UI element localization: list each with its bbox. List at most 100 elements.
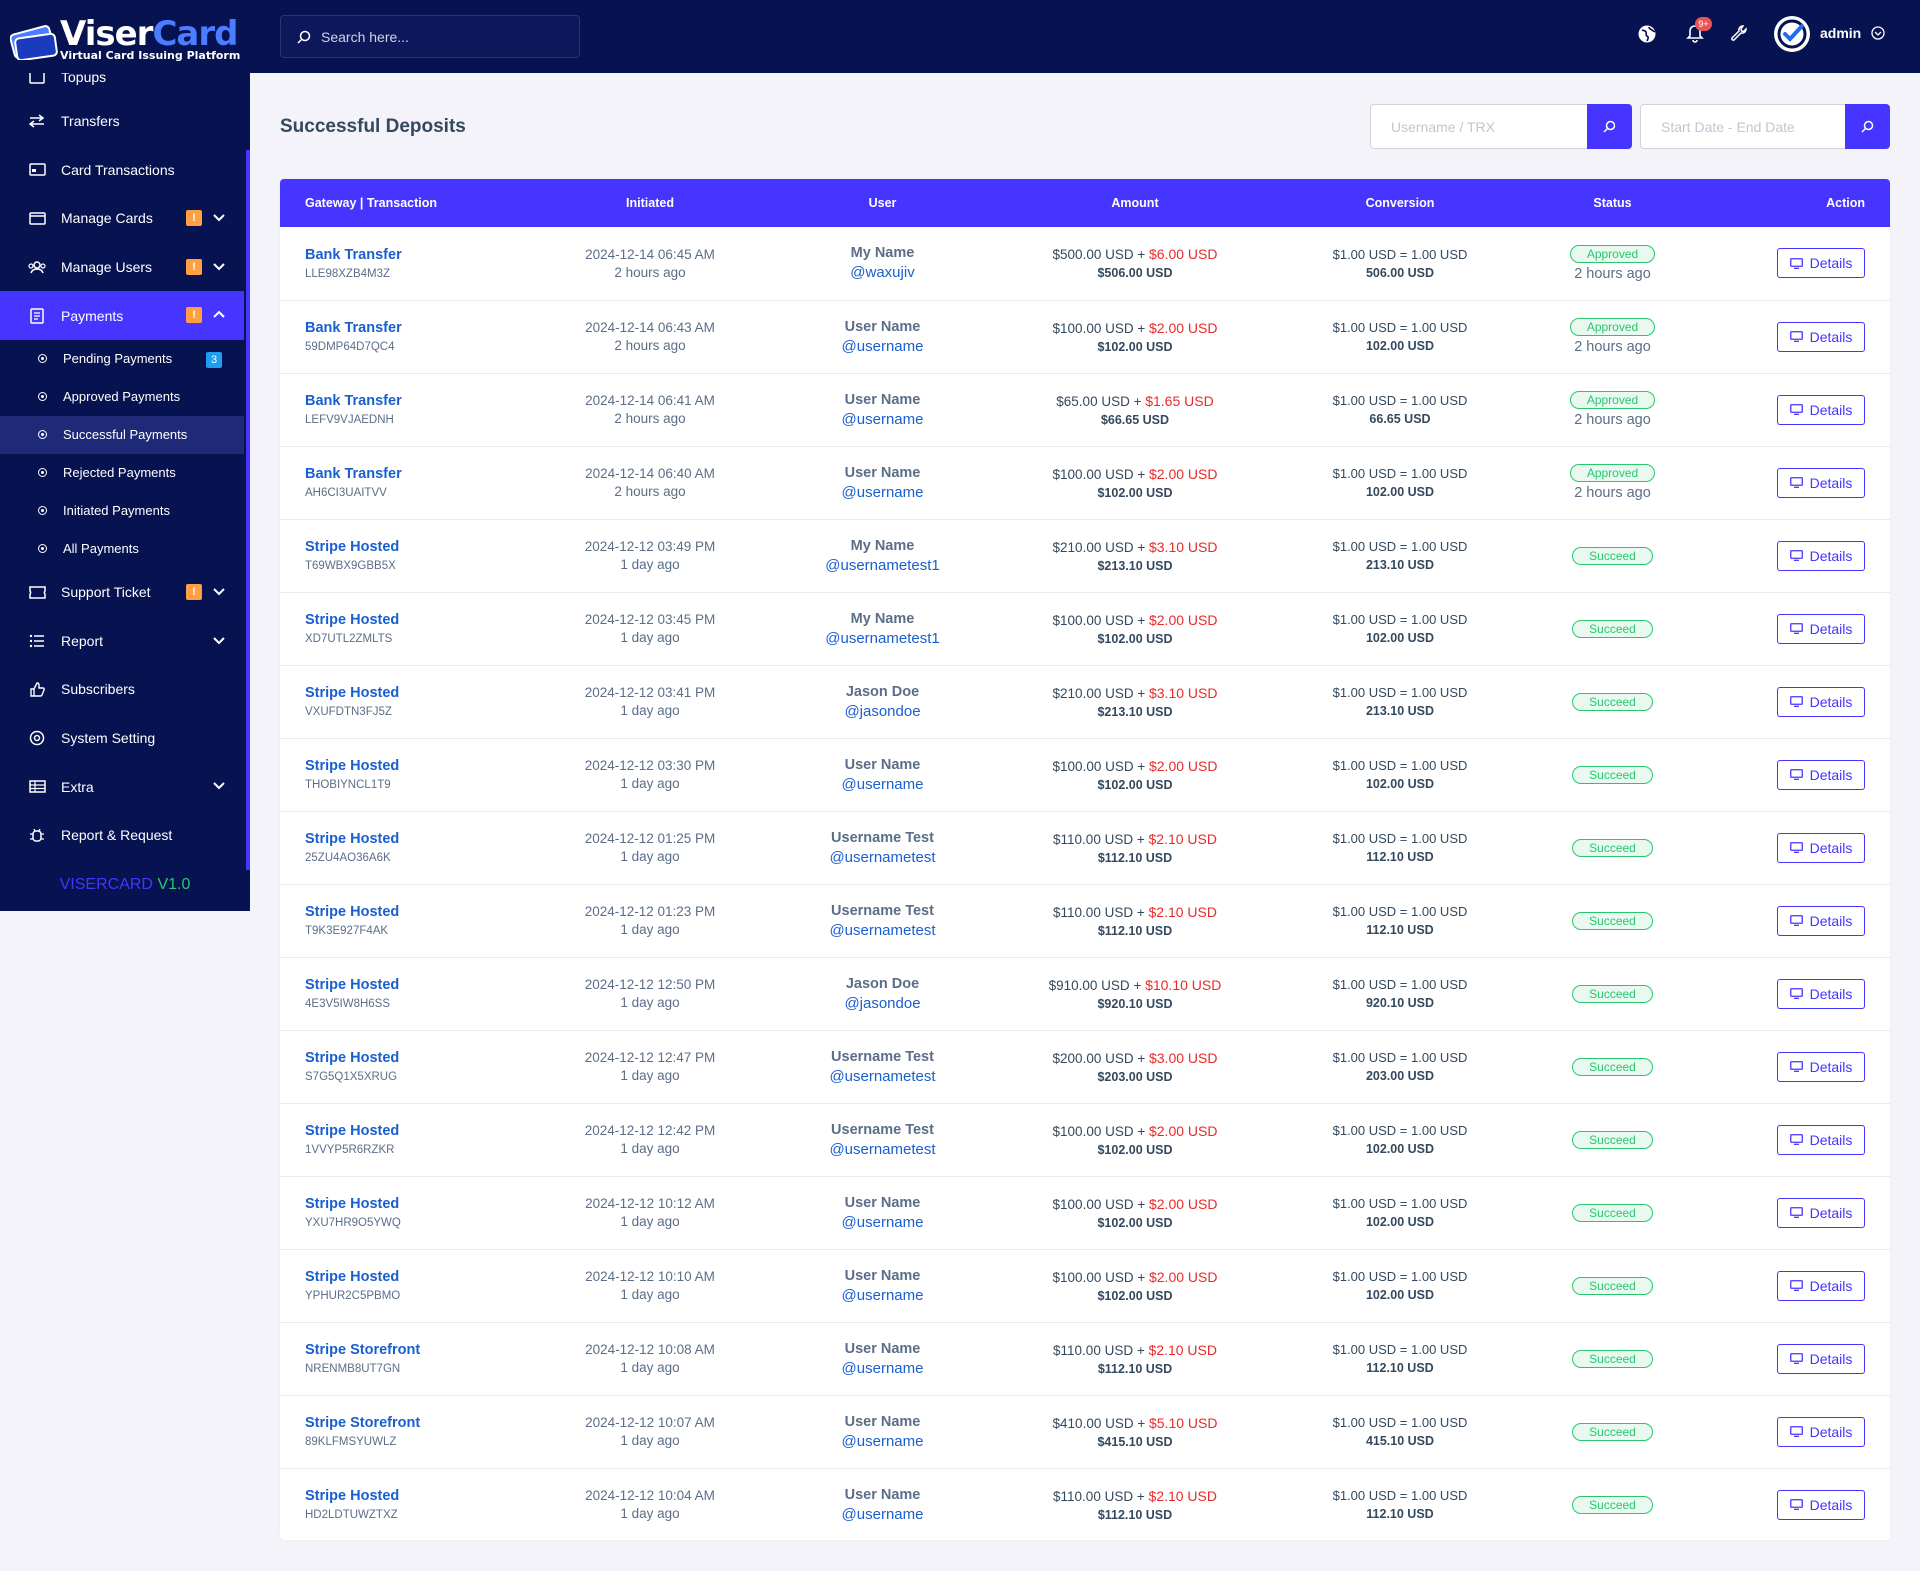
gateway-name[interactable]: Stripe Hosted [305, 1269, 400, 1285]
user-handle-link[interactable]: @username [841, 1505, 924, 1523]
details-button[interactable]: Details [1777, 978, 1865, 1009]
user-handle-link[interactable]: @jasondoe [844, 702, 921, 720]
sidebar-item-card-transactions[interactable]: Card Transactions [0, 146, 244, 195]
conversion-cell: $1.00 USD = 1.00 USD 102.00 USD [1280, 1176, 1520, 1249]
user-handle-link[interactable]: @usernametest1 [825, 556, 940, 574]
gateway-name[interactable]: Stripe Hosted [305, 685, 400, 701]
details-button[interactable]: Details [1777, 467, 1865, 498]
user-handle-link[interactable]: @username [841, 1432, 924, 1450]
gateway-name[interactable]: Stripe Hosted [305, 1123, 400, 1139]
gateway-name[interactable]: Stripe Hosted [305, 612, 400, 628]
details-button[interactable]: Details [1777, 248, 1865, 279]
conversion-rate: $1.00 USD = 1.00 USD [1332, 831, 1468, 846]
sidebar-item-rejected-payments[interactable]: Rejected Payments [0, 454, 244, 492]
gateway-name[interactable]: Stripe Hosted [305, 1050, 400, 1066]
sidebar-item-transfers[interactable]: Transfers [0, 97, 244, 146]
details-button[interactable]: Details [1777, 686, 1865, 717]
details-button[interactable]: Details [1777, 1343, 1865, 1374]
submenu-label: Initiated Payments [63, 503, 170, 519]
search-box[interactable] [280, 15, 580, 58]
details-button[interactable]: Details [1777, 1124, 1865, 1155]
details-button[interactable]: Details [1777, 832, 1865, 863]
user-search-button[interactable] [1587, 104, 1632, 149]
sidebar-item-successful-payments[interactable]: Successful Payments [0, 415, 244, 454]
user-handle-link[interactable]: @username [841, 1359, 924, 1377]
sidebar-item-all-payments[interactable]: All Payments [0, 530, 244, 568]
gateway-name[interactable]: Stripe Hosted [305, 1488, 400, 1504]
amount-line: $100.00 USD + $2.00 USD [1052, 465, 1218, 482]
gateway-name[interactable]: Stripe Hosted [305, 977, 400, 993]
details-button[interactable]: Details [1777, 1270, 1865, 1301]
initiated-date: 2024-12-12 10:04 AM [585, 1488, 715, 1503]
sidebar-item-subscribers[interactable]: Subscribers [0, 665, 244, 714]
gateway-name[interactable]: Stripe Hosted [305, 539, 400, 555]
avatar[interactable] [1774, 16, 1810, 52]
username-trx-input[interactable] [1370, 104, 1587, 149]
transaction-id: 59DMP64D7QC4 [305, 341, 395, 353]
gateway-name[interactable]: Bank Transfer [305, 246, 402, 263]
gateway-name[interactable]: Stripe Storefront [305, 1415, 421, 1431]
details-button[interactable]: Details [1777, 394, 1865, 425]
details-button[interactable]: Details [1777, 321, 1865, 352]
sidebar-item-manage-users[interactable]: Manage Users ! [0, 243, 244, 292]
sidebar-item-support-ticket[interactable]: Support Ticket ! [0, 568, 244, 617]
search-input[interactable] [321, 28, 561, 45]
details-button[interactable]: Details [1777, 759, 1865, 790]
sidebar-item-initiated-payments[interactable]: Initiated Payments [0, 492, 244, 530]
user-full-name: Username Test [831, 1121, 934, 1138]
user-handle-link[interactable]: @username [841, 1286, 924, 1304]
status-cell: Succeed [1520, 1395, 1705, 1468]
initiated-ago: 1 day ago [620, 703, 680, 718]
status-cell: Succeed [1520, 884, 1705, 957]
user-handle-link[interactable]: @usernametest [829, 921, 936, 939]
action-cell: Details [1705, 811, 1890, 884]
gateway-name[interactable]: Bank Transfer [305, 393, 402, 409]
gateway-name[interactable]: Bank Transfer [305, 466, 402, 482]
amount-cell: $110.00 USD + $2.10 USD $112.10 USD [990, 811, 1280, 884]
user-handle-link[interactable]: @jasondoe [844, 994, 921, 1012]
admin-name[interactable]: admin [1820, 25, 1862, 41]
action-cell: Details [1705, 738, 1890, 811]
notification-button[interactable]: 9+ [1683, 17, 1712, 46]
wrench-button[interactable] [1727, 22, 1751, 46]
date-range-input[interactable] [1640, 104, 1845, 149]
user-handle-link[interactable]: @username [841, 337, 924, 355]
gateway-name[interactable]: Stripe Hosted [305, 904, 400, 920]
details-button[interactable]: Details [1777, 540, 1865, 571]
details-button[interactable]: Details [1777, 613, 1865, 644]
sidebar-scrollbar[interactable] [246, 150, 250, 870]
user-handle-link[interactable]: @username [841, 483, 924, 501]
user-handle-link[interactable]: @username [841, 410, 924, 428]
sidebar-item-extra[interactable]: Extra [0, 762, 244, 811]
details-button[interactable]: Details [1777, 1051, 1865, 1082]
user-handle-link[interactable]: @username [841, 1213, 924, 1231]
sidebar-item-report-request[interactable]: Report & Request [0, 811, 244, 860]
date-search-button[interactable] [1845, 104, 1890, 149]
sidebar-item-report[interactable]: Report [0, 617, 244, 666]
gateway-name[interactable]: Stripe Hosted [305, 831, 400, 847]
conversion-rate: $1.00 USD = 1.00 USD [1332, 1488, 1468, 1503]
gateway-name[interactable]: Stripe Hosted [305, 758, 400, 774]
user-handle-link[interactable]: @usernametest [829, 1140, 936, 1158]
logo[interactable]: ViserCard Virtual Card Issuing Platform [0, 0, 250, 73]
sidebar-item-payments[interactable]: Payments ! [0, 291, 244, 340]
user-handle-link[interactable]: @waxujiv [850, 264, 915, 282]
details-button[interactable]: Details [1777, 1197, 1865, 1228]
sidebar-item-pending-payments[interactable]: Pending Payments 3 [0, 340, 244, 378]
amount-cell: $100.00 USD + $2.00 USD $102.00 USD [990, 738, 1280, 811]
user-handle-link[interactable]: @usernametest1 [825, 629, 940, 647]
user-handle-link[interactable]: @username [841, 775, 924, 793]
chevron-down-circle-icon[interactable] [1871, 26, 1885, 40]
sidebar-item-system-setting[interactable]: System Setting [0, 714, 244, 763]
details-button[interactable]: Details [1777, 905, 1865, 936]
details-button[interactable]: Details [1777, 1416, 1865, 1447]
globe-button[interactable] [1635, 22, 1659, 46]
details-button[interactable]: Details [1777, 1489, 1865, 1520]
user-handle-link[interactable]: @usernametest [829, 1067, 936, 1085]
user-handle-link[interactable]: @usernametest [829, 848, 936, 866]
sidebar-item-approved-payments[interactable]: Approved Payments [0, 378, 244, 416]
gateway-name[interactable]: Bank Transfer [305, 320, 402, 336]
gateway-name[interactable]: Stripe Storefront [305, 1342, 421, 1358]
sidebar-item-manage-cards[interactable]: Manage Cards ! [0, 194, 244, 243]
gateway-name[interactable]: Stripe Hosted [305, 1196, 400, 1212]
